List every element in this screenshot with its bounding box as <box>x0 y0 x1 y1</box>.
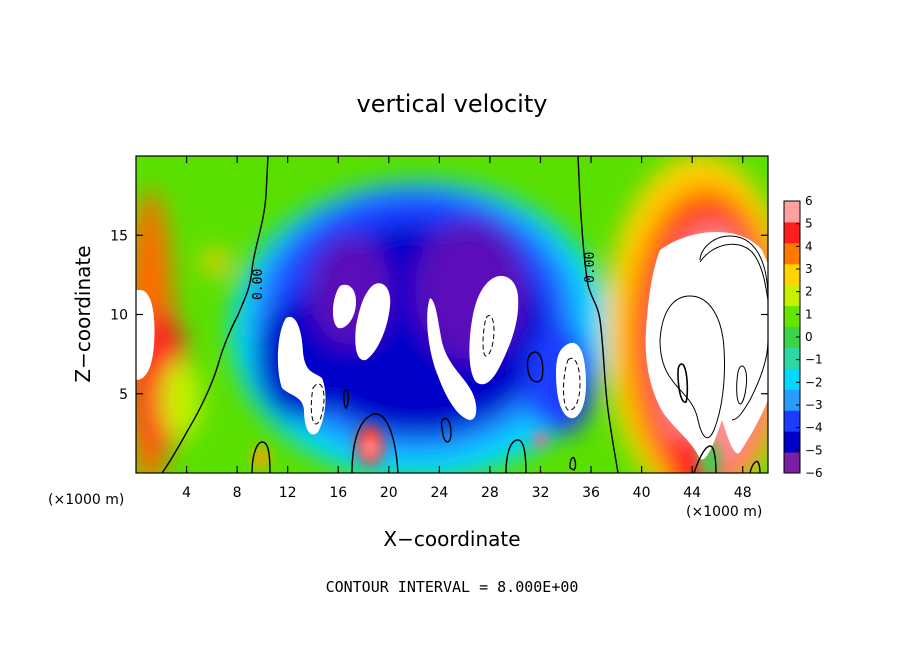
colorbar-tick-label: 4 <box>805 239 813 253</box>
colorbar-swatch <box>784 452 800 474</box>
colorbar-tick-label: −1 <box>805 353 823 367</box>
contours <box>161 156 768 473</box>
x-axis-label: X−coordinate <box>383 527 520 551</box>
x-unit-label-right: (×1000 m) <box>686 504 762 520</box>
x-tick-label: 24 <box>430 485 448 501</box>
x-tick-label: 48 <box>734 485 752 501</box>
chart-title: vertical velocity <box>357 90 548 118</box>
colorbar-tick-label: −2 <box>805 375 823 389</box>
colorbar-swatch <box>784 389 800 411</box>
x-tick-label: 44 <box>683 485 701 501</box>
colorbar-tick-label: 0 <box>805 330 813 344</box>
y-tick-label: 15 <box>110 228 128 244</box>
y-axis-label: Z−coordinate <box>71 245 95 382</box>
colorbar-swatch <box>784 368 800 390</box>
saturated-regions <box>136 231 768 460</box>
colorbar-tick-label: −4 <box>805 421 823 435</box>
colorbar-swatch <box>784 263 800 286</box>
contour-label-right: 0.00 <box>583 252 598 283</box>
colorbar-tick-label: 5 <box>805 217 813 231</box>
colorbar-swatch <box>784 284 800 307</box>
colorbar-tick-label: 2 <box>805 285 813 299</box>
velocity-field: 0.00 0.00 <box>136 156 768 473</box>
x-tick-label: 36 <box>582 485 600 501</box>
x-tick-label: 16 <box>329 485 347 501</box>
x-tick-label: 4 <box>182 485 191 501</box>
colorbar-tick-label: 6 <box>805 194 813 208</box>
colorbar-swatch <box>784 431 800 453</box>
x-tick-label: 40 <box>633 485 651 501</box>
x-tick-label: 32 <box>532 485 550 501</box>
colorbar-swatch <box>784 201 800 223</box>
x-unit-label-left: (×1000 m) <box>48 492 124 508</box>
x-tick-label: 8 <box>233 485 242 501</box>
colorbar-swatch <box>784 326 800 348</box>
y-tick-label: 10 <box>110 308 128 324</box>
contour-interval-note: CONTOUR INTERVAL = 8.000E+00 <box>326 578 579 596</box>
colorbar: 6 5 4 3 2 1 0 −1 −2 −3 −4 −5 −6 <box>783 194 823 480</box>
x-axis-ticks: 4 8 12 16 20 24 28 32 36 40 44 48 <box>182 156 752 501</box>
x-tick-label: 28 <box>481 485 499 501</box>
contour-label-left: 0.00 <box>251 269 266 300</box>
colorbar-tick-label: −6 <box>805 466 823 480</box>
colorbar-tick-label: −3 <box>805 398 823 412</box>
y-axis-ticks: 5 10 15 <box>110 228 768 403</box>
y-tick-label: 5 <box>119 387 128 403</box>
x-tick-label: 12 <box>279 485 297 501</box>
colorbar-tick-label: 3 <box>805 262 813 276</box>
colorbar-swatch <box>784 221 800 244</box>
x-tick-label: 20 <box>380 485 398 501</box>
dashed-contours <box>310 315 581 425</box>
colorbar-swatch <box>784 305 800 328</box>
colorbar-swatch <box>784 410 800 432</box>
colorbar-swatch <box>784 347 800 369</box>
colorbar-tick-label: 1 <box>805 307 813 321</box>
colorbar-tick-label: −5 <box>805 443 823 457</box>
colorbar-swatch <box>784 242 800 265</box>
